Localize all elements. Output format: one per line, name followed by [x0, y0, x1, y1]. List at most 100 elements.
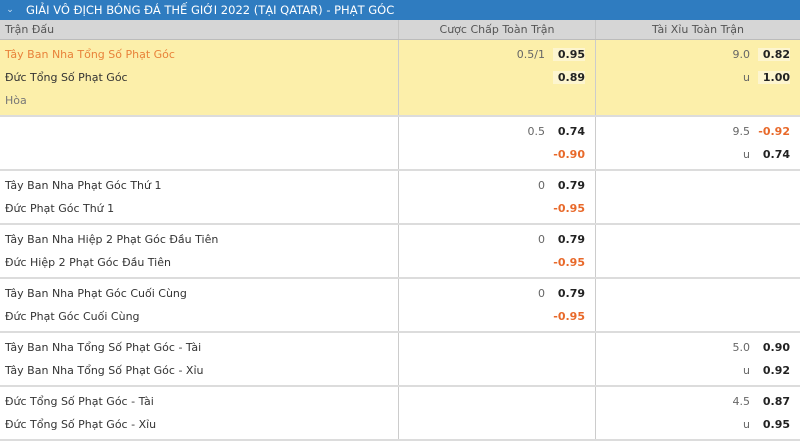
odds-line: u 0.92 [596, 359, 800, 382]
odds-line [596, 305, 800, 328]
handicap-line: u [743, 148, 750, 161]
team-name: Tây Ban Nha Phạt Góc Cuối Cùng [5, 287, 187, 300]
team-name: Đức Phạt Góc Thứ 1 [5, 202, 115, 215]
odds-line: -0.95 [399, 251, 595, 274]
team-name: Đức Hiệp 2 Phạt Góc Đầu Tiên [5, 256, 171, 269]
odds-value[interactable]: -0.92 [758, 125, 790, 138]
odds-line: 5.0 0.90 [596, 336, 800, 359]
team-name: Đức Phạt Góc Cuối Cùng [5, 310, 140, 323]
odds-line: 0 0.79 [399, 174, 595, 197]
over-under-cell [595, 225, 800, 277]
handicap-cell: 0.5 0.74 -0.90 [398, 117, 595, 169]
odds-value[interactable]: -0.95 [553, 256, 585, 269]
odds-value[interactable]: -0.95 [553, 202, 585, 215]
odds-line [596, 174, 800, 197]
odds-line: u 1.00 [596, 66, 800, 89]
handicap-line: 0 [538, 287, 545, 300]
odds-line [596, 251, 800, 274]
odds-line [596, 228, 800, 251]
handicap-cell [398, 387, 595, 439]
odds-value[interactable]: 1.00 [758, 71, 790, 84]
team-name [5, 120, 398, 143]
col-over-under: Tài Xỉu Toàn Trận [595, 20, 800, 39]
odds-value[interactable]: 0.95 [553, 48, 585, 61]
team-name: Tây Ban Nha Tổng Số Phạt Góc - Tài [5, 341, 202, 354]
match-names: Tây Ban Nha Phạt Góc Cuối Cùng Đức Phạt G… [0, 282, 398, 328]
match-names [0, 120, 398, 166]
team-name: Tây Ban Nha Phạt Góc Thứ 1 [5, 179, 162, 192]
team-name [5, 143, 398, 166]
odds-line: -0.95 [399, 197, 595, 220]
odds-value[interactable]: -0.90 [553, 148, 585, 161]
odds-value[interactable]: 0.95 [762, 418, 790, 431]
handicap-line: 4.5 [732, 395, 751, 408]
team-name: Tây Ban Nha Hiệp 2 Phạt Góc Đầu Tiên [5, 233, 219, 246]
odds-value[interactable]: 0.90 [762, 341, 790, 354]
odds-line: -0.90 [399, 143, 595, 166]
table-row: Tây Ban Nha Phạt Góc Thứ 1 Đức Phạt Góc T… [0, 171, 800, 225]
odds-value[interactable]: 0.79 [557, 179, 585, 192]
match-names: Đức Tổng Số Phạt Góc - Tài Đức Tổng Số Ph… [0, 390, 398, 436]
over-under-cell: 5.0 0.90 u 0.92 [595, 333, 800, 385]
odds-line: 0 0.79 [399, 282, 595, 305]
handicap-cell: 0 0.79 -0.95 [398, 171, 595, 223]
match-names: Tây Ban Nha Tổng Số Phạt Góc - Tài Tây Ba… [0, 336, 398, 382]
table-row: 0.5 0.74 -0.90 9.5 -0.92 u 0.74 [0, 117, 800, 171]
odds-line: 0.89 [399, 66, 595, 89]
over-under-cell: 9.5 -0.92 u 0.74 [595, 117, 800, 169]
table-row: Đức Tổng Số Phạt Góc - Tài Đức Tổng Số Ph… [0, 387, 800, 441]
table-row: Tây Ban Nha Tổng Số Phạt Góc - Tài Tây Ba… [0, 333, 800, 387]
team-name: Đức Tổng Số Phạt Góc - Tài [5, 395, 154, 408]
odds-value[interactable]: 0.74 [557, 125, 585, 138]
table-row: Tây Ban Nha Phạt Góc Cuối Cùng Đức Phạt G… [0, 279, 800, 333]
team-name: Tây Ban Nha Tổng Số Phạt Góc - Xỉu [5, 364, 204, 377]
match-names: Tây Ban Nha Phạt Góc Thứ 1 Đức Phạt Góc T… [0, 174, 398, 220]
odds-value[interactable]: 0.87 [762, 395, 790, 408]
odds-line: 0.5/1 0.95 [399, 43, 595, 66]
handicap-line: 0 [538, 179, 545, 192]
handicap-cell: 0 0.79 -0.95 [398, 225, 595, 277]
league-header[interactable]: ⌄ GIẢI VÔ ĐỊCH BÓNG ĐÁ THẾ GIỚI 2022 (TẠ… [0, 0, 800, 20]
team-name: Tây Ban Nha Tổng Số Phạt Góc [5, 48, 175, 61]
column-headers: Trận Đấu Cược Chấp Toàn Trận Tài Xỉu Toà… [0, 20, 800, 40]
odds-line: -0.95 [399, 305, 595, 328]
handicap-line: 9.5 [732, 125, 751, 138]
odds-value[interactable]: -0.95 [553, 310, 585, 323]
table-row: Tây Ban Nha Tổng Số Phạt Góc Đức Tổng Số … [0, 40, 800, 117]
odds-line [399, 413, 595, 436]
odds-value[interactable]: 0.79 [557, 287, 585, 300]
odds-line: 0.5 0.74 [399, 120, 595, 143]
table-row: Tây Ban Nha Hiệp 2 Phạt Góc Đầu Tiên Đức … [0, 225, 800, 279]
odds-line [399, 390, 595, 413]
over-under-cell [595, 171, 800, 223]
handicap-line: u [743, 418, 750, 431]
odds-line: 9.0 0.82 [596, 43, 800, 66]
odds-line: 9.5 -0.92 [596, 120, 800, 143]
odds-line [399, 359, 595, 382]
odds-line [596, 197, 800, 220]
team-name: Đức Tổng Số Phạt Góc - Xỉu [5, 418, 157, 431]
odds-value[interactable]: 0.74 [762, 148, 790, 161]
handicap-line: 0 [538, 233, 545, 246]
over-under-cell: 4.5 0.87 u 0.95 [595, 387, 800, 439]
over-under-cell: 9.0 0.82 u 1.00 [595, 40, 800, 115]
handicap-line: u [743, 71, 750, 84]
odds-value[interactable]: 0.92 [762, 364, 790, 377]
odds-table: Tây Ban Nha Tổng Số Phạt Góc Đức Tổng Số … [0, 40, 800, 441]
team-name: Hòa [5, 94, 27, 107]
handicap-cell: 0 0.79 -0.95 [398, 279, 595, 331]
handicap-line: 5.0 [732, 341, 751, 354]
odds-line [399, 336, 595, 359]
odds-line: 0 0.79 [399, 228, 595, 251]
league-title: GIẢI VÔ ĐỊCH BÓNG ĐÁ THẾ GIỚI 2022 (TẠI … [26, 3, 395, 17]
over-under-cell [595, 279, 800, 331]
odds-value[interactable]: 0.79 [557, 233, 585, 246]
odds-line [596, 282, 800, 305]
col-handicap: Cược Chấp Toàn Trận [398, 20, 595, 39]
handicap-cell [398, 333, 595, 385]
handicap-line: 9.0 [732, 48, 751, 61]
chevron-down-icon[interactable]: ⌄ [6, 5, 14, 15]
odds-value[interactable]: 0.89 [553, 71, 585, 84]
odds-value[interactable]: 0.82 [758, 48, 790, 61]
handicap-line: u [743, 364, 750, 377]
